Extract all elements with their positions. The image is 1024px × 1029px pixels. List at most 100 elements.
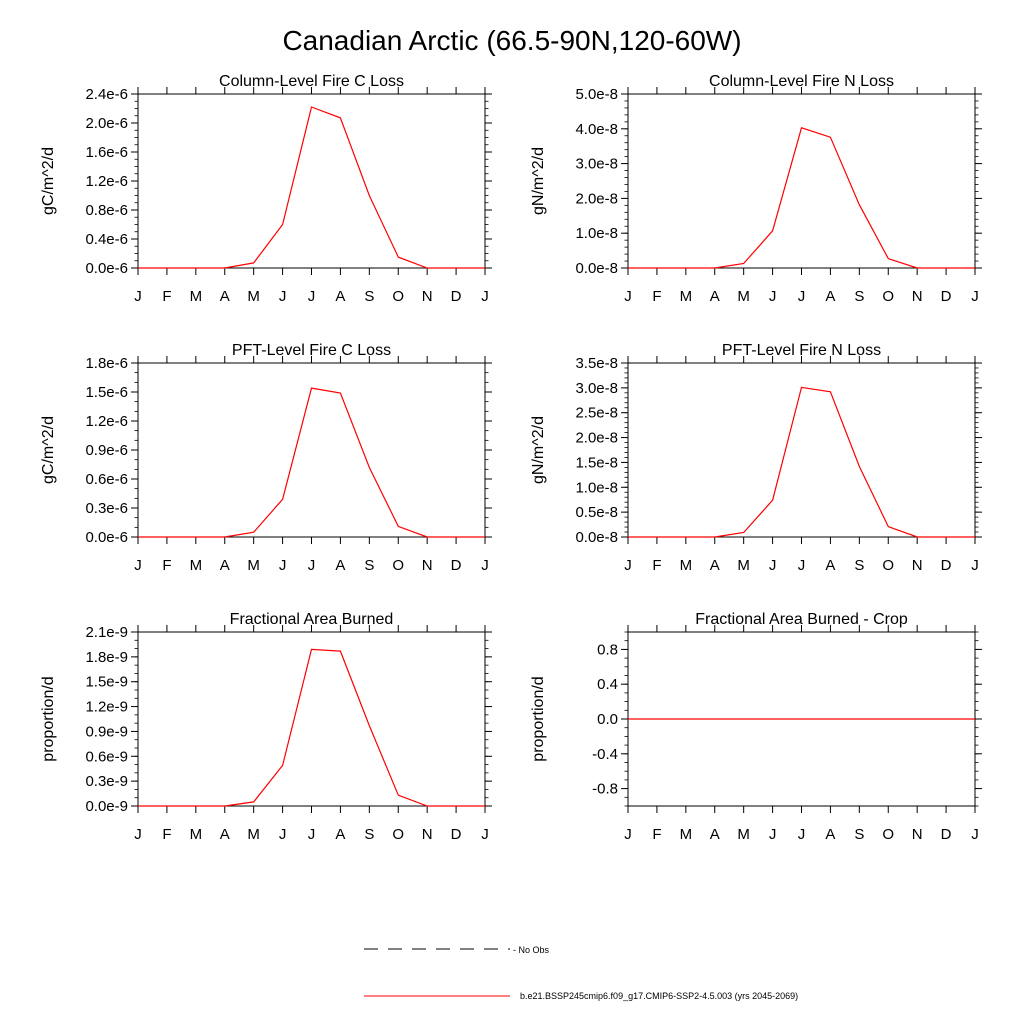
x-tick-label: J: [798, 557, 806, 574]
series-line: [628, 128, 975, 268]
y-tick-label: 0.8: [597, 641, 618, 658]
x-tick-label: N: [912, 826, 923, 843]
chart-panel: PFT-Level Fire N LossgN/m^2/d0.0e-80.5e-…: [530, 342, 982, 574]
x-tick-label: J: [308, 826, 316, 843]
x-tick-label: A: [220, 288, 230, 305]
y-axis-label: gN/m^2/d: [530, 416, 547, 484]
x-tick-label: A: [220, 557, 230, 574]
x-tick-label: S: [854, 288, 864, 305]
x-tick-label: J: [279, 826, 287, 843]
x-tick-label: J: [798, 288, 806, 305]
x-tick-label: D: [451, 288, 462, 305]
x-tick-label: D: [941, 557, 952, 574]
y-tick-label: 0.0e-8: [575, 529, 618, 546]
y-tick-label: 4.0e-8: [575, 121, 618, 138]
chart-panel: Column-Level Fire N LossgN/m^2/d0.0e-81.…: [530, 73, 982, 305]
y-axis-label: proportion/d: [530, 676, 547, 761]
chart-panel: Fractional Area Burned - Cropproportion/…: [530, 611, 982, 843]
x-tick-label: S: [854, 557, 864, 574]
x-tick-label: J: [308, 557, 316, 574]
x-tick-label: A: [710, 826, 720, 843]
x-tick-label: S: [364, 288, 374, 305]
y-tick-label: 2.5e-8: [575, 405, 618, 422]
y-tick-label: 0.4e-6: [85, 231, 128, 248]
series-line: [138, 649, 485, 806]
y-tick-label: 0.9e-6: [85, 442, 128, 459]
x-tick-label: J: [481, 557, 489, 574]
series-line: [138, 107, 485, 268]
page-title: Canadian Arctic (66.5-90N,120-60W): [282, 25, 741, 56]
x-tick-label: F: [652, 557, 661, 574]
x-tick-label: A: [825, 288, 835, 305]
y-tick-label: 0.8e-6: [85, 202, 128, 219]
x-tick-label: A: [335, 826, 345, 843]
x-tick-label: A: [825, 557, 835, 574]
y-tick-label: -0.4: [592, 746, 618, 763]
y-tick-label: 0.4: [597, 676, 618, 693]
x-tick-label: M: [247, 826, 260, 843]
x-tick-label: M: [190, 288, 203, 305]
x-tick-label: M: [190, 826, 203, 843]
x-tick-label: J: [769, 826, 777, 843]
y-tick-label: 1.5e-8: [575, 454, 618, 471]
x-tick-label: F: [652, 288, 661, 305]
x-tick-label: A: [710, 288, 720, 305]
y-axis-label: gN/m^2/d: [530, 147, 547, 215]
chart-panel: Fractional Area Burnedproportion/d0.0e-9…: [40, 611, 492, 843]
x-tick-label: M: [737, 826, 750, 843]
y-tick-label: 1.0e-8: [575, 479, 618, 496]
y-tick-label: 5.0e-8: [575, 86, 618, 103]
x-tick-label: A: [710, 557, 720, 574]
y-tick-label: 1.8e-9: [85, 649, 128, 666]
x-tick-label: O: [882, 288, 894, 305]
y-tick-label: 2.1e-9: [85, 624, 128, 641]
x-tick-label: J: [769, 557, 777, 574]
x-tick-label: M: [190, 557, 203, 574]
plot-frame: [138, 94, 485, 268]
x-tick-label: A: [335, 288, 345, 305]
x-tick-label: J: [279, 288, 287, 305]
x-tick-label: J: [971, 826, 979, 843]
y-tick-label: 3.0e-8: [575, 380, 618, 397]
legend: - No Obs b.e21.BSSP245cmip6.f09_g17.CMIP…: [364, 945, 798, 1001]
y-tick-label: 0.9e-9: [85, 723, 128, 740]
y-tick-label: 0.0e-9: [85, 798, 128, 815]
x-tick-label: N: [912, 557, 923, 574]
x-tick-label: J: [134, 826, 142, 843]
y-tick-label: 1.2e-9: [85, 699, 128, 716]
x-tick-label: J: [971, 557, 979, 574]
x-tick-label: N: [422, 288, 433, 305]
x-tick-label: J: [134, 288, 142, 305]
x-tick-label: J: [308, 288, 316, 305]
x-tick-label: A: [220, 826, 230, 843]
y-tick-label: 0.6e-9: [85, 748, 128, 765]
x-tick-label: N: [912, 288, 923, 305]
x-tick-label: S: [364, 557, 374, 574]
x-tick-label: J: [624, 288, 632, 305]
x-tick-label: J: [769, 288, 777, 305]
y-tick-label: 2.0e-8: [575, 430, 618, 447]
y-tick-label: 3.0e-8: [575, 156, 618, 173]
x-tick-label: M: [737, 288, 750, 305]
y-tick-label: 1.0e-8: [575, 225, 618, 242]
x-tick-label: M: [680, 288, 693, 305]
x-tick-label: S: [364, 826, 374, 843]
x-tick-label: D: [451, 826, 462, 843]
x-tick-label: N: [422, 826, 433, 843]
y-axis-label: gC/m^2/d: [40, 147, 57, 215]
x-tick-label: F: [162, 826, 171, 843]
y-tick-label: 0.3e-9: [85, 773, 128, 790]
y-tick-label: 3.5e-8: [575, 355, 618, 372]
y-tick-label: 2.0e-8: [575, 190, 618, 207]
x-tick-label: J: [624, 557, 632, 574]
x-tick-label: A: [825, 826, 835, 843]
y-tick-label: -0.8: [592, 781, 618, 798]
x-tick-label: D: [941, 826, 952, 843]
y-tick-label: 1.6e-6: [85, 144, 128, 161]
x-tick-label: M: [247, 288, 260, 305]
series-line: [628, 387, 975, 537]
x-tick-label: A: [335, 557, 345, 574]
x-tick-label: N: [422, 557, 433, 574]
x-tick-label: O: [392, 288, 404, 305]
